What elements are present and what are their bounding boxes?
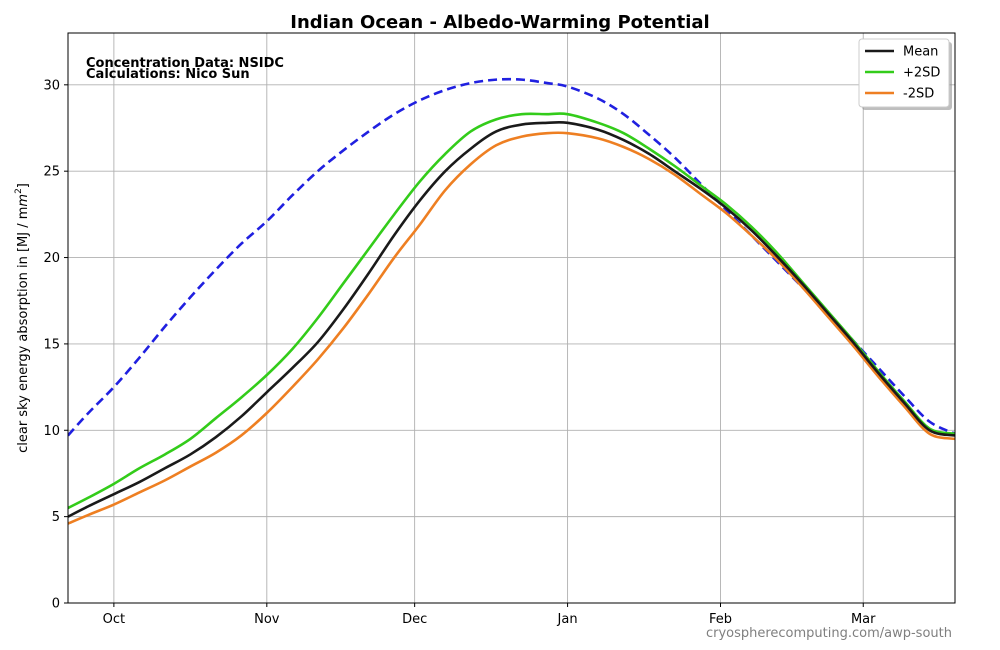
x-tick-label-feb: Feb	[709, 612, 732, 627]
y-axis-label: clear sky energy absorption in [MJ / mm2…	[14, 183, 31, 453]
ticks-layer: 0 5 10 15 20 25 30 Oct Nov Dec Jan Feb Mar	[43, 78, 876, 627]
grid-layer	[68, 33, 955, 604]
x-tick-label-oct: Oct	[103, 612, 125, 627]
x-tick-label-nov: Nov	[254, 612, 280, 627]
y-tick-label: 25	[43, 165, 60, 180]
series-line-2sd	[68, 131, 955, 525]
x-tick-label-mar: Mar	[851, 612, 876, 627]
y-tick-label: 10	[43, 424, 60, 439]
legend: Mean +2SD -2SD	[858, 38, 952, 110]
x-tick-label-jan: Jan	[557, 612, 578, 627]
legend-items: Mean +2SD -2SD	[865, 45, 940, 102]
legend-box	[858, 38, 950, 108]
annotation-calculations: Calculations: Nico Sun	[86, 67, 250, 82]
annotation-concentration: Concentration Data: NSIDC	[86, 56, 284, 71]
y-tick-label: 15	[43, 337, 60, 352]
legend-label-mean: Mean	[903, 45, 938, 60]
x-tick-label-dec: Dec	[402, 612, 427, 627]
y-tick-label: 5	[52, 510, 60, 525]
y-tick-label: 20	[43, 251, 60, 266]
y-tick-label: 0	[52, 597, 60, 612]
plot-frame	[67, 32, 956, 604]
chart-title: Indian Ocean - Albedo-Warming Potential	[290, 12, 709, 33]
credit-text: cryospherecomputing.com/awp-south	[706, 626, 952, 641]
series-layer	[68, 77, 955, 525]
series-line-mean	[68, 120, 955, 518]
y-tick-label: 30	[43, 78, 60, 93]
legend-label-minus-2sd: -2SD	[903, 87, 934, 102]
legend-label-plus-2sd: +2SD	[903, 66, 940, 81]
